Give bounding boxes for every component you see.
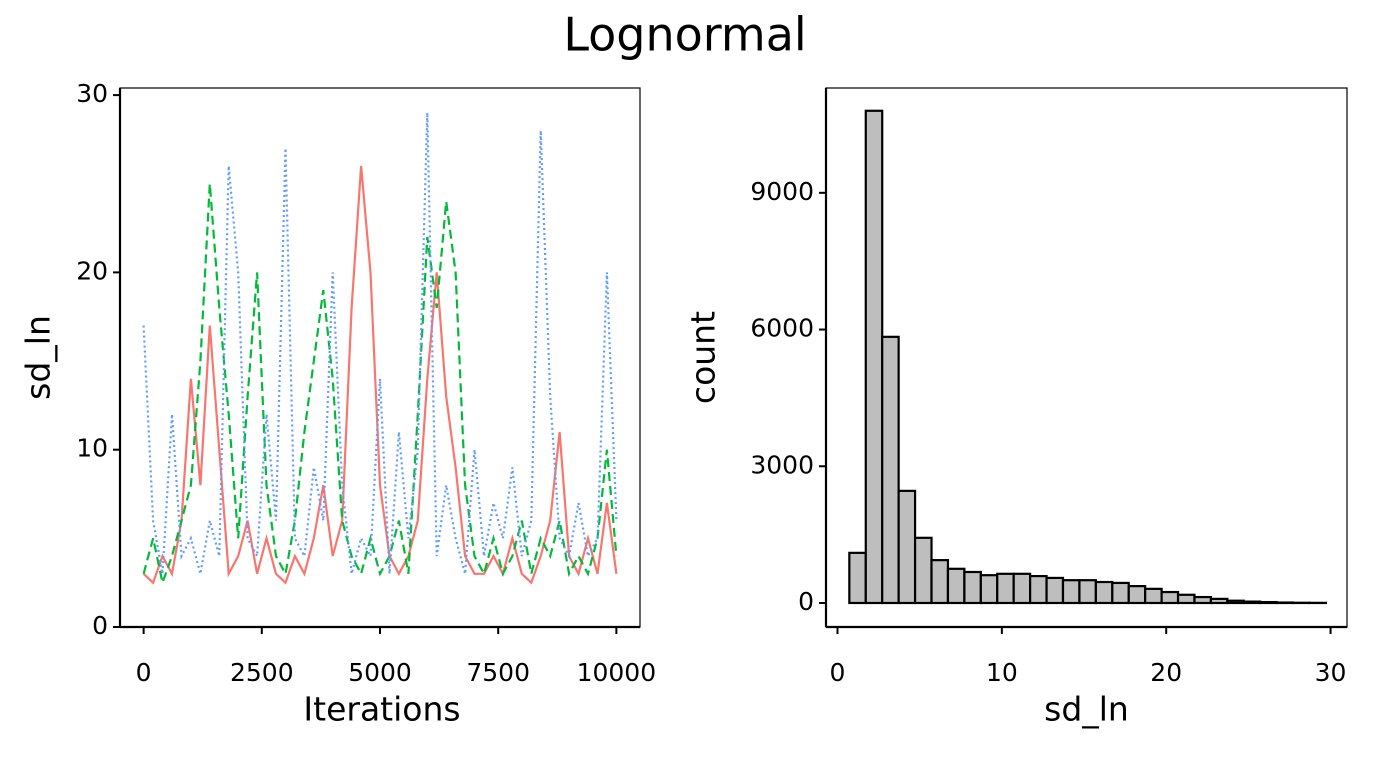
trace-line xyxy=(142,183,618,587)
hist-bar xyxy=(1061,579,1081,605)
y-tick-label: 30 xyxy=(76,79,108,108)
x-tick-label: 5000 xyxy=(348,658,412,687)
y-tick-label: 0 xyxy=(798,587,814,616)
hist-bar xyxy=(1045,576,1065,605)
hist-bar xyxy=(1176,593,1196,605)
hist-bar xyxy=(1012,572,1032,605)
hist-bar xyxy=(1078,579,1097,605)
hist-bar xyxy=(996,572,1015,605)
y-tick-label: 3000 xyxy=(750,450,814,479)
hist-bar xyxy=(1111,581,1130,605)
x-tick-label: 7500 xyxy=(466,658,530,687)
hist-bar xyxy=(1160,590,1180,605)
hist-bar xyxy=(1144,587,1163,605)
hist-bar xyxy=(963,570,982,605)
hist-bar xyxy=(897,489,917,605)
hist-bar xyxy=(1242,600,1262,605)
x-tick-label: 20 xyxy=(1150,658,1182,687)
hist-bar xyxy=(1193,595,1213,605)
hist-bar xyxy=(979,574,999,605)
x-tick-label: 0 xyxy=(830,658,846,687)
hist-bar xyxy=(1209,597,1229,605)
hist-bar xyxy=(1127,585,1147,605)
x-axis-title: sd_ln xyxy=(1044,690,1129,729)
y-tick-label: 0 xyxy=(92,611,108,640)
hist-bar xyxy=(913,536,933,605)
y-axis-title: sd_ln xyxy=(19,315,58,400)
hist-bar xyxy=(1226,599,1245,605)
trace-line xyxy=(142,165,618,585)
y-axis-title: count xyxy=(684,311,723,404)
x-tick-label: 30 xyxy=(1315,658,1347,687)
y-tick-label: 6000 xyxy=(750,314,814,343)
x-axis-title: Iterations xyxy=(303,690,460,729)
hist-bar xyxy=(930,559,950,605)
hist-bar xyxy=(864,109,884,605)
hist-bar xyxy=(1259,600,1278,605)
panel: 0 2500 5000 7500 10000 0 10 20 30 Iterations sd_ln xyxy=(19,79,657,728)
hist-bar xyxy=(946,567,966,605)
hist-bar xyxy=(881,335,900,605)
hist-bar xyxy=(1029,574,1048,605)
y-tick-label: 10 xyxy=(76,434,108,463)
x-tick-label: 2500 xyxy=(230,658,294,687)
y-tick-label: 9000 xyxy=(750,177,814,206)
y-tick-label: 20 xyxy=(76,256,108,285)
hist-bar xyxy=(848,551,867,605)
figure-title: Lognormal xyxy=(563,8,806,62)
x-tick-label: 10000 xyxy=(577,658,657,687)
x-tick-label: 10 xyxy=(986,658,1018,687)
x-tick-label: 0 xyxy=(136,658,152,687)
panel: 0 10 20 30 0 3000 6000 9000 sd_ln count xyxy=(684,87,1348,729)
hist-bar xyxy=(1094,580,1114,605)
